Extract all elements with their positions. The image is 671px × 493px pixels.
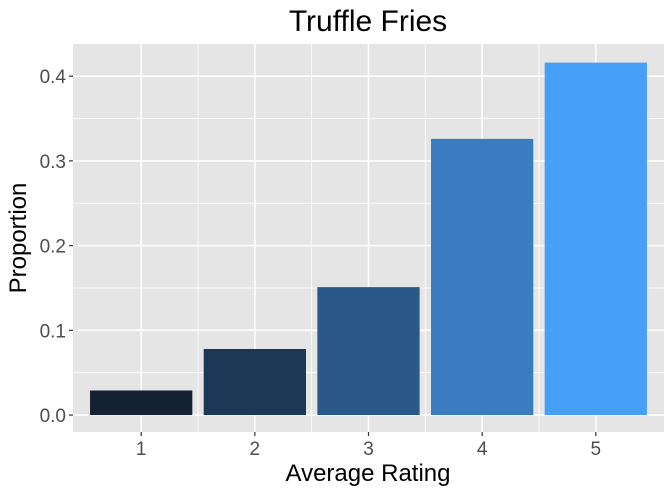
y-tick-label: 0.2 [40, 237, 66, 258]
bar-rating-2 [203, 348, 306, 416]
bar-rating-4 [431, 138, 534, 416]
y-tick-label: 0.0 [40, 406, 66, 427]
x-tick-label: 1 [136, 439, 147, 460]
y-tick-label: 0.1 [40, 321, 66, 342]
x-tick-label: 4 [477, 439, 488, 460]
x-axis-title: Average Rating [286, 460, 451, 487]
y-axis-title: Proportion [5, 183, 32, 294]
y-tick-label: 0.4 [40, 67, 67, 88]
bar-rating-5 [544, 62, 647, 416]
y-tick-label: 0.3 [40, 152, 66, 173]
y-axis: 0.0 0.1 0.2 0.3 0.4 [40, 67, 73, 427]
chart-title: Truffle Fries [289, 5, 447, 38]
bars [90, 62, 647, 416]
bar-rating-1 [90, 390, 193, 416]
x-tick-label: 5 [591, 439, 602, 460]
bar-rating-3 [317, 287, 420, 416]
x-tick-label: 2 [250, 439, 261, 460]
x-axis: 1 2 3 4 5 [136, 432, 601, 460]
x-tick-label: 3 [363, 439, 374, 460]
